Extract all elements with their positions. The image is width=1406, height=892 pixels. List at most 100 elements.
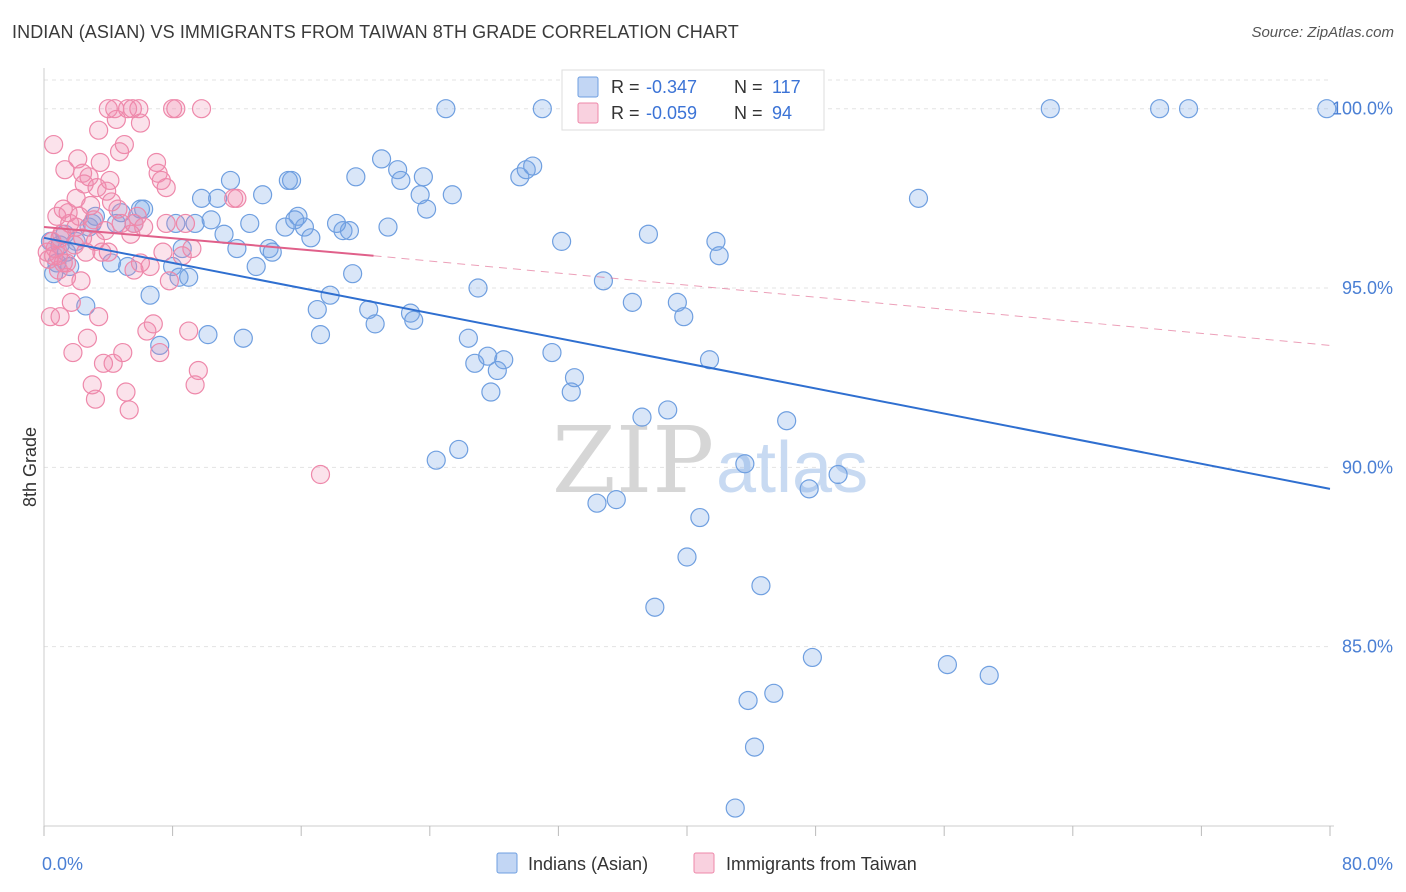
point-indian-asian: [458, 328, 478, 348]
point-indian-asian: [667, 292, 687, 312]
y-tick-labels: 85.0% 90.0% 95.0% 100.0%: [1332, 99, 1393, 657]
point-indian-asian: [227, 238, 247, 259]
point-taiwan: [40, 307, 61, 327]
point-indian-asian: [593, 271, 614, 291]
point-indian-asian: [699, 350, 720, 370]
point-indian-asian: [346, 167, 366, 187]
watermark: ZIP atlas: [552, 407, 868, 514]
point-indian-asian: [185, 213, 205, 234]
point-taiwan: [159, 271, 179, 291]
point-indian-asian: [658, 400, 678, 420]
legend-box: [561, 69, 825, 131]
x-tick-label-min: 0.0%: [42, 854, 83, 874]
point-indian-asian: [552, 231, 572, 251]
point-indian-asian: [674, 307, 694, 327]
x-tick-labels: 0.0% 80.0%: [42, 854, 1393, 874]
point-indian-asian: [561, 382, 581, 402]
point-indian-asian: [343, 264, 363, 284]
point-taiwan: [97, 181, 117, 201]
point-taiwan: [116, 382, 136, 402]
point-indian-asian: [288, 206, 308, 226]
point-indian-asian: [378, 217, 398, 237]
legend-n-label-1: N =: [734, 77, 763, 97]
point-indian-asian: [764, 683, 784, 703]
point-taiwan: [179, 321, 199, 341]
point-indian-asian: [220, 170, 241, 191]
bottom-legend-label-1: Indians (Asian): [528, 854, 648, 874]
point-indian-asian: [828, 464, 848, 485]
legend-swatch-blue: [577, 76, 599, 98]
point-taiwan: [119, 400, 139, 420]
point-taiwan: [103, 353, 123, 373]
point-indian-asian: [690, 507, 710, 528]
y-tick-label: 100.0%: [1332, 99, 1393, 119]
point-indian-asian: [908, 188, 929, 208]
point-taiwan: [82, 375, 102, 395]
point-indian-asian: [404, 310, 424, 330]
point-taiwan: [113, 342, 133, 363]
point-indian-asian: [751, 576, 771, 596]
point-indian-asian: [532, 99, 552, 119]
point-indian-asian: [214, 224, 234, 244]
point-indian-asian: [365, 314, 385, 334]
point-indian-asian: [478, 346, 498, 366]
legend-n-value-1: 117: [772, 77, 801, 97]
point-indian-asian: [735, 454, 755, 474]
point-taiwan: [71, 271, 91, 291]
point-taiwan: [68, 149, 88, 169]
point-indian-asian: [416, 199, 437, 219]
point-indian-asian: [388, 160, 408, 180]
point-indian-asian: [481, 382, 501, 402]
point-indian-asian: [246, 256, 266, 277]
point-indian-asian: [333, 221, 353, 241]
point-taiwan: [185, 375, 205, 395]
point-indian-asian: [275, 217, 295, 237]
point-indian-asian: [606, 490, 626, 510]
point-taiwan: [134, 217, 154, 237]
point-indian-asian: [201, 210, 221, 230]
source-credit: Source: ZipAtlas.com: [1251, 24, 1394, 41]
point-indian-asian: [253, 185, 273, 205]
point-indian-asian: [76, 296, 96, 316]
point-indian-asian: [1178, 99, 1199, 119]
point-taiwan: [63, 342, 83, 363]
point-taiwan: [77, 328, 98, 348]
point-indian-asian: [468, 278, 488, 298]
point-taiwan: [98, 99, 118, 119]
chart-title: INDIAN (ASIAN) VS IMMIGRANTS FROM TAIWAN…: [12, 22, 739, 42]
point-indian-asian: [738, 690, 758, 711]
point-indian-asian: [179, 267, 199, 287]
point-taiwan: [156, 177, 176, 198]
point-indian-asian: [1150, 99, 1170, 119]
point-taiwan: [66, 217, 86, 237]
point-taiwan: [89, 307, 109, 327]
point-indian-asian: [802, 647, 822, 668]
point-indian-asian: [622, 292, 642, 312]
point-taiwan: [117, 99, 138, 119]
point-indian-asian: [166, 213, 186, 234]
point-indian-asian: [278, 170, 298, 191]
point-taiwan: [100, 170, 120, 191]
trend-lines: [43, 226, 1331, 490]
trend-line-taiwan: [43, 226, 374, 257]
y-tick-label: 90.0%: [1342, 457, 1393, 477]
point-taiwan: [72, 163, 93, 183]
point-indian-asian: [301, 228, 321, 248]
point-taiwan: [150, 342, 170, 363]
bottom-legend: Indians (Asian) Immigrants from Taiwan: [496, 852, 917, 874]
point-taiwan: [310, 464, 331, 485]
point-indian-asian: [285, 210, 305, 230]
point-indian-asian: [632, 407, 652, 427]
point-taiwan: [124, 260, 144, 280]
y-axis-label: 8th Grade: [20, 427, 40, 507]
point-indian-asian: [101, 253, 122, 273]
point-indian-asian: [240, 213, 260, 234]
data-points: [37, 99, 1337, 818]
point-indian-asian: [1040, 99, 1060, 119]
legend-r-label-2: R =: [611, 103, 640, 123]
point-indian-asian: [523, 156, 543, 176]
trend-line-indian-asian: [43, 236, 1331, 490]
point-taiwan: [61, 292, 81, 312]
point-taiwan: [175, 213, 196, 234]
point-indian-asian: [709, 246, 729, 266]
